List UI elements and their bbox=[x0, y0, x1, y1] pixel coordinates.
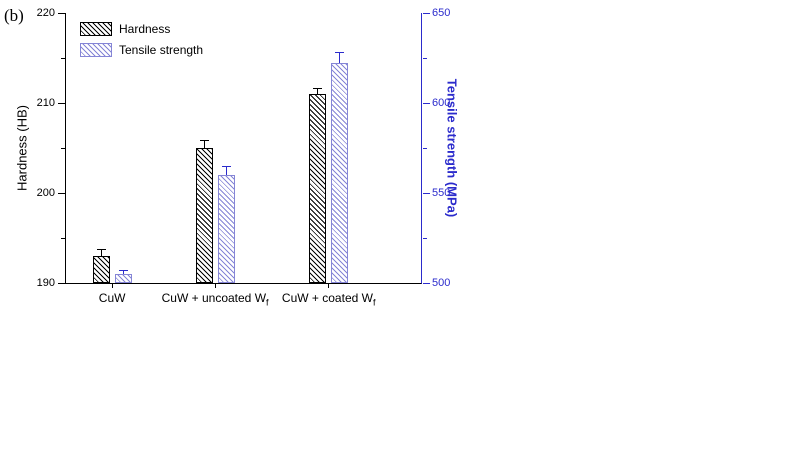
right-tick-label: 650 bbox=[432, 7, 451, 19]
left-tick-label: 190 bbox=[36, 277, 55, 289]
tensile-error-bar-0 bbox=[122, 270, 124, 274]
x-category-label: CuW + coated Wf bbox=[281, 291, 376, 308]
x-axis-tick bbox=[328, 283, 330, 288]
hardness-error-bar-0 bbox=[100, 249, 102, 256]
right-tick-label: 500 bbox=[432, 277, 451, 289]
right-tick-label: 600 bbox=[432, 97, 451, 109]
tensile-bar-1 bbox=[217, 175, 235, 283]
left-tick-label: 200 bbox=[36, 187, 55, 199]
left-major-tick bbox=[58, 102, 65, 104]
right-minor-tick bbox=[422, 237, 427, 239]
tensile-swatch-icon bbox=[80, 43, 112, 57]
right-minor-tick bbox=[422, 57, 427, 59]
figure-label: (b) bbox=[4, 6, 24, 25]
hardness-error-cap-1 bbox=[199, 140, 209, 142]
left-major-tick bbox=[58, 12, 65, 14]
x-axis-tick bbox=[214, 283, 216, 288]
tensile-bar-2 bbox=[331, 63, 349, 283]
hardness-bar-0 bbox=[92, 256, 110, 283]
tensile-error-bar-1 bbox=[225, 166, 227, 175]
right-major-tick bbox=[422, 102, 430, 104]
tensile-bar-0 bbox=[114, 274, 132, 283]
left-minor-tick bbox=[61, 57, 65, 59]
tensile-error-bar-2 bbox=[339, 52, 341, 64]
hardness-error-bar-1 bbox=[203, 140, 205, 148]
x-category-label: CuW + uncoated Wf bbox=[161, 291, 269, 308]
tensile-error-cap-1 bbox=[221, 165, 231, 167]
left-major-tick bbox=[58, 282, 65, 284]
left-major-tick bbox=[58, 192, 65, 194]
x-axis-tick bbox=[111, 283, 113, 288]
legend-item-tensile: Tensile strength bbox=[80, 43, 203, 57]
x-category-label: CuW bbox=[98, 291, 126, 305]
right-major-tick bbox=[422, 192, 430, 194]
left-minor-tick bbox=[61, 147, 65, 149]
tensile-error-cap-0 bbox=[118, 269, 128, 271]
left-tick-label: 210 bbox=[36, 97, 55, 109]
left-tick-label: 220 bbox=[36, 7, 55, 19]
legend-item-hardness: Hardness bbox=[80, 22, 203, 36]
left-minor-tick bbox=[61, 237, 65, 239]
plot-area: Hardness Tensile strength 190 200 210 220 50… bbox=[37, 7, 451, 307]
legend-label-tensile: Tensile strength bbox=[119, 43, 204, 57]
right-tick-label: 550 bbox=[432, 187, 451, 199]
right-minor-tick bbox=[422, 147, 427, 149]
hardness-error-bar-2 bbox=[317, 88, 319, 94]
legend: Hardness Tensile strength bbox=[80, 22, 203, 64]
right-major-tick bbox=[422, 282, 430, 284]
right-major-tick bbox=[422, 12, 430, 14]
hardness-swatch-icon bbox=[80, 22, 112, 36]
hardness-error-cap-0 bbox=[96, 249, 106, 251]
legend-label-hardness: Hardness bbox=[119, 22, 171, 36]
hardness-bar-1 bbox=[195, 148, 213, 283]
tensile-error-cap-2 bbox=[335, 52, 345, 54]
hardness-bar-2 bbox=[309, 94, 327, 283]
left-axis-title: Hardness (HB) bbox=[14, 105, 30, 191]
hardness-error-cap-2 bbox=[313, 88, 323, 90]
